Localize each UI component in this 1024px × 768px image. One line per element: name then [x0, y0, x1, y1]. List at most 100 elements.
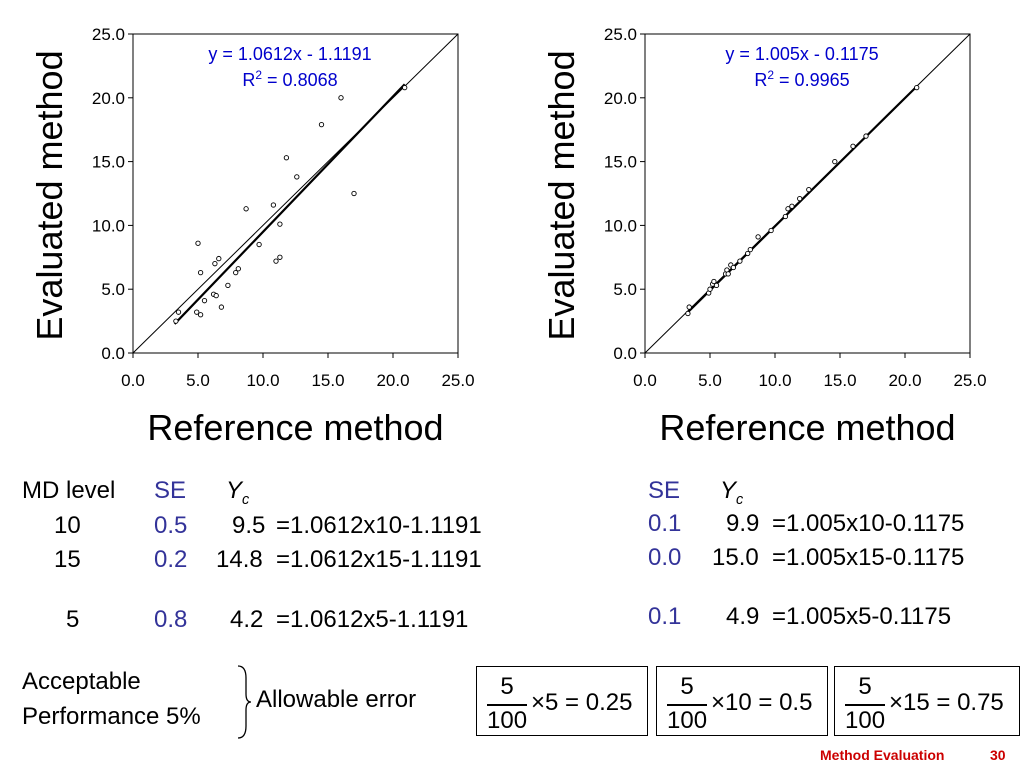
x-axis-label: Reference method [147, 407, 443, 448]
formula-left-10: =1.0612x10-1.1191 [276, 512, 482, 539]
data-point [747, 246, 753, 253]
y-tick-label: 10.0 [604, 216, 637, 235]
data-point [806, 187, 812, 193]
x-tick-label: 5.0 [698, 371, 722, 390]
y-tick-label: 20.0 [92, 89, 125, 108]
formula-result: ×15 = 0.75 [889, 689, 1004, 716]
data-point [707, 286, 713, 292]
y-tick-label: 25.0 [604, 25, 637, 44]
fraction-numerator: 5 [858, 673, 872, 700]
fraction-bar [487, 704, 527, 706]
data-point [711, 278, 717, 285]
footer-page-number: 30 [990, 747, 1006, 763]
yc-left-15: 14.8 [216, 546, 263, 573]
y-tick-label: 25.0 [92, 25, 125, 44]
data-point [351, 190, 357, 197]
x-tick-label: 10.0 [758, 371, 791, 390]
yc-header-right: Yc [720, 477, 744, 508]
x-tick-label: 25.0 [953, 371, 986, 390]
x-tick-label: 20.0 [888, 371, 921, 390]
data-point [212, 261, 218, 267]
data-point [175, 309, 182, 315]
fraction-bar [845, 704, 885, 706]
data-point [745, 250, 751, 257]
data-point [768, 227, 774, 234]
se-right-5: 0.1 [648, 603, 682, 630]
data-point [235, 266, 241, 272]
formula-box-2: 5 100 ×10 = 0.5 [656, 666, 828, 736]
data-point [216, 255, 222, 262]
yc-right-5: 4.9 [726, 603, 760, 630]
se-header-left: SE [154, 477, 187, 504]
yc-left-5: 4.2 [230, 606, 264, 633]
data-point [755, 234, 761, 240]
y-tick-label: 15.0 [92, 153, 125, 172]
data-point [173, 318, 179, 324]
regression-equation: y = 1.005x - 0.1175 [725, 44, 878, 64]
right-brace-icon [237, 665, 252, 739]
data-point [725, 271, 731, 277]
y-tick-label: 5.0 [101, 280, 125, 299]
data-point [914, 84, 920, 91]
se-left-15: 0.2 [154, 546, 188, 573]
yc-header-left: Yc [226, 477, 250, 508]
y-axis-label: Evaluated method [541, 50, 582, 340]
y-tick-label: 10.0 [92, 216, 125, 235]
x-tick-label: 10.0 [246, 371, 279, 390]
plot-area-frame [132, 33, 459, 354]
data-point [782, 213, 789, 220]
formula-right-10: =1.005x10-0.1175 [772, 510, 965, 537]
data-point [233, 269, 239, 276]
data-point [686, 304, 692, 310]
fraction-bar [667, 704, 707, 706]
scatter-chart-left: 0.0 5.0 10.0 15.0 20.0 25.0 0.0 5.0 10.0 15.0 20.0… [29, 25, 475, 448]
data-point [737, 258, 743, 264]
data-point [850, 143, 856, 149]
x-tick-label: 20.0 [376, 371, 409, 390]
data-point [243, 206, 249, 212]
data-point [225, 282, 231, 289]
allowable-error-label: Allowable error [256, 686, 417, 713]
performance-label: Performance 5% [22, 703, 201, 730]
data-point [785, 206, 791, 212]
se-left-5: 0.8 [154, 606, 188, 633]
data-point [273, 258, 279, 264]
data-point [294, 174, 300, 180]
plot-area-frame [644, 33, 971, 354]
y-tick-label: 0.0 [613, 344, 637, 363]
formula-right-5: =1.005x5-0.1175 [772, 603, 952, 630]
se-left-10: 0.5 [154, 512, 188, 539]
yc-right-15: 15.0 [712, 544, 759, 571]
formula-left-5: =1.0612x5-1.1191 [276, 606, 469, 633]
formula-box-1: 5 100 ×5 = 0.25 [476, 666, 648, 736]
data-point [195, 240, 201, 246]
md-level-header: MD level [22, 477, 116, 504]
y-tick-label: 5.0 [613, 280, 637, 299]
data-point [197, 312, 204, 318]
formula-left-15: =1.0612x15-1.1191 [276, 546, 482, 573]
r-squared-label: R2 = 0.8068 [242, 68, 337, 90]
x-tick-label: 5.0 [186, 371, 210, 390]
data-point [863, 133, 869, 139]
data-point [218, 304, 225, 310]
yc-right-10: 9.9 [726, 510, 760, 537]
data-point [402, 84, 408, 91]
r-squared-label: R2 = 0.9965 [754, 68, 849, 90]
data-point [277, 221, 283, 227]
data-point [797, 195, 803, 202]
fraction-numerator: 5 [680, 673, 694, 700]
x-axis-label: Reference method [659, 407, 955, 448]
data-point [318, 121, 325, 128]
regression-line [173, 83, 406, 325]
x-tick-label: 25.0 [441, 371, 474, 390]
data-point [270, 202, 277, 208]
md-level-5: 5 [66, 606, 80, 633]
y-tick-label: 20.0 [604, 89, 637, 108]
y-tick-label: 0.0 [101, 344, 125, 363]
acceptable-label: Acceptable [22, 668, 141, 695]
x-tick-label: 15.0 [311, 371, 344, 390]
md-level-15: 15 [54, 546, 81, 573]
x-tick-label: 0.0 [121, 371, 145, 390]
regression-equation: y = 1.0612x - 1.1191 [208, 44, 371, 64]
formula-result: ×5 = 0.25 [531, 689, 633, 716]
